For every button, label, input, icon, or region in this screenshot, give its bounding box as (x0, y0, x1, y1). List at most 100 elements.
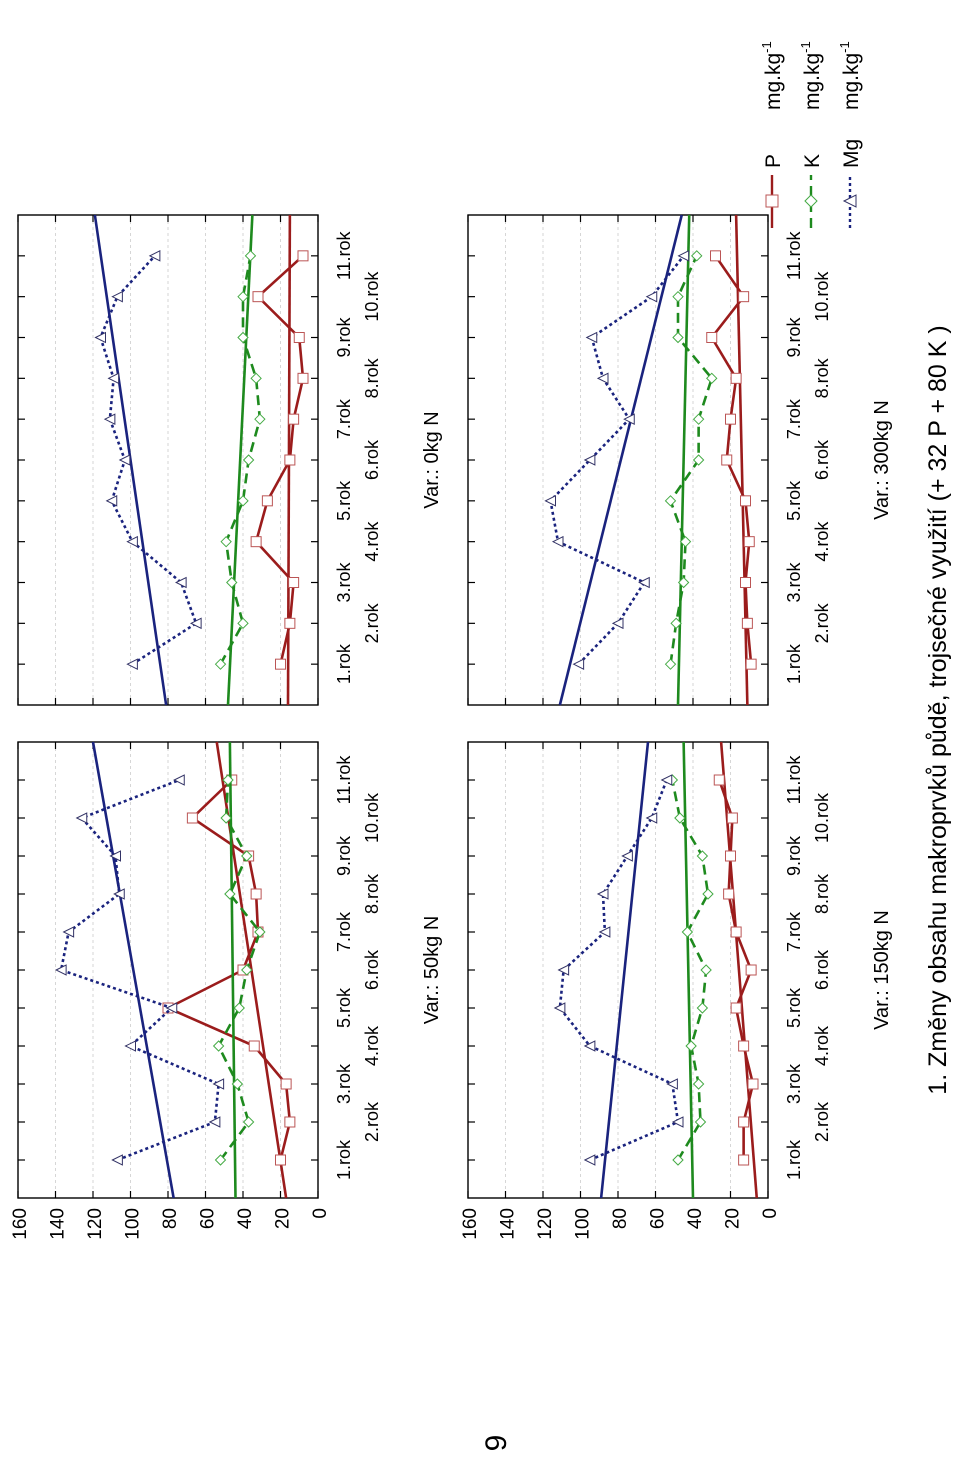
data-point (94, 331, 106, 344)
data-point (674, 812, 686, 824)
data-point (252, 291, 264, 303)
data-point (702, 888, 714, 900)
y-tick-label: 20 (273, 1208, 294, 1229)
data-point (109, 850, 121, 862)
legend-marker (842, 194, 857, 208)
data-point (261, 495, 273, 507)
series-p (706, 214, 757, 706)
data-point (725, 413, 736, 425)
series-mg (553, 741, 684, 1199)
chart-panel-4: 1.rok 2.rok 3.rok 4.rok 5.rok 6.rok 7.rok 8.rok… (467, 214, 893, 706)
legend-unit-sup: -1 (798, 41, 813, 53)
chart-panel-1: 0 20 40 60 80 100 120 140 160 1.rok 2.rok 3.rok 4.ro… (10, 741, 443, 1240)
data-point (645, 812, 658, 824)
legend-marker (804, 194, 818, 208)
data-point (710, 250, 721, 262)
x-tick-label: 1.rok (334, 643, 354, 684)
data-point (231, 1078, 244, 1090)
legend-unit: mg.kg-1 (798, 41, 824, 110)
data-point (186, 812, 198, 824)
data-point (583, 1154, 596, 1166)
data-point (745, 658, 757, 670)
data-point (173, 774, 185, 786)
x-tick-label: 10.rok (362, 271, 382, 322)
data-point (685, 1040, 697, 1052)
x-tick-label: 5.rok (334, 987, 354, 1028)
data-point (254, 926, 266, 938)
x-tick-label: 9.rok (784, 316, 804, 357)
data-point (175, 576, 187, 589)
data-point (107, 372, 120, 385)
series-k (666, 741, 714, 1199)
data-point (224, 888, 236, 900)
data-point (103, 413, 116, 425)
data-point (220, 812, 232, 824)
trend-line-mg (93, 214, 168, 706)
data-point (233, 1002, 245, 1014)
data-point (747, 1078, 759, 1090)
x-tick-label: 9.rok (784, 835, 804, 876)
data-point (672, 290, 684, 303)
series-line-mg (549, 255, 685, 666)
data-point (553, 1002, 566, 1014)
data-point (75, 812, 88, 824)
x-tick-label: 4.rok (812, 521, 832, 562)
x-tick-label: 4.rok (362, 1025, 382, 1066)
data-point (284, 454, 296, 466)
data-point (666, 1078, 678, 1090)
series-line-k (669, 255, 714, 665)
x-tick-label: 5.rok (334, 480, 354, 521)
x-tick-label: 10.rok (812, 792, 832, 843)
data-point (288, 413, 300, 425)
charts-group: 0 20 40 60 80 100 120 140 160 1.rok 2.rok 3.rok 4.ro… (10, 214, 893, 1240)
y-tick-label: 140 (48, 1208, 69, 1240)
x-tick-label: 9.rok (334, 835, 354, 876)
data-point (598, 926, 611, 938)
y-tick-label: 160 (460, 1208, 481, 1240)
data-point (242, 1116, 255, 1128)
data-point (664, 658, 677, 670)
x-tick-label: 5.rok (784, 480, 804, 521)
chart-panel-3: 0 20 40 60 80 100 120 140 160 1.rok 2.rok 3.rok 4.ro… (460, 741, 893, 1240)
legend-unit-sup: -1 (759, 41, 774, 53)
data-point (725, 850, 736, 862)
chart-title: Var.: 50kg N (421, 916, 443, 1025)
y-tick-label: 60 (198, 1208, 219, 1229)
data-point (672, 331, 684, 344)
chart-title: Var.: 0kg N (421, 411, 443, 508)
data-point (713, 774, 725, 786)
series-p (162, 741, 296, 1199)
data-point (583, 454, 596, 466)
chart-title: Var.: 300kg N (871, 400, 893, 520)
data-point (670, 617, 682, 630)
trend-line-mg (91, 741, 175, 1199)
data-point (250, 536, 262, 548)
data-point (248, 1040, 260, 1052)
data-point (222, 774, 234, 786)
data-point (55, 964, 67, 976)
data-point (738, 1154, 750, 1166)
data-point (672, 1154, 684, 1166)
x-tick-label: 2.rok (362, 1101, 382, 1142)
series-mg (544, 214, 690, 706)
data-point (284, 1116, 296, 1128)
page-number: 9 (480, 1435, 513, 1452)
data-point (583, 1040, 596, 1052)
data-point (706, 332, 718, 343)
legend-item-k: Kmg.kg-1 (798, 41, 824, 228)
x-tick-label: 7.rok (784, 911, 804, 952)
data-point (557, 964, 570, 976)
data-point (293, 332, 305, 343)
data-point (677, 576, 690, 589)
data-point (544, 495, 556, 507)
data-point (611, 617, 624, 630)
data-point (706, 372, 718, 385)
series-line-p (254, 254, 305, 665)
data-point (190, 617, 202, 630)
data-point (280, 1078, 292, 1090)
chart-title: Var.: 150kg N (871, 910, 893, 1030)
legend-unit-sup: -1 (837, 41, 852, 53)
legend-marker (765, 194, 779, 208)
